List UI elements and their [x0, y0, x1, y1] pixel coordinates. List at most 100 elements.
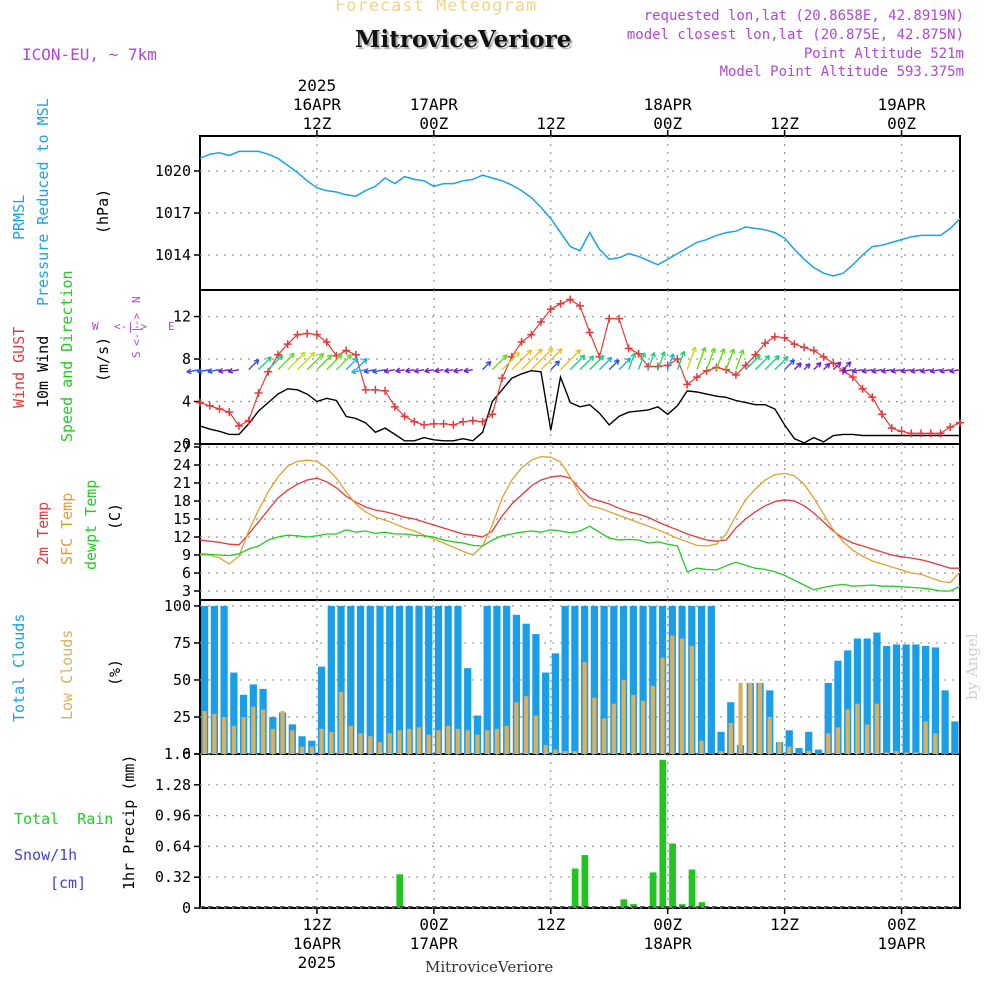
wind-arrow-head: [579, 354, 586, 361]
wind-direction-arrow: [316, 354, 333, 371]
wind-arrow-head: [630, 352, 637, 359]
wind-direction-arrow: [696, 347, 706, 370]
total-cloud-bar: [327, 605, 335, 754]
wind-direction-arrow: [501, 351, 520, 371]
prmsl-label: PRMSL: [10, 195, 28, 240]
wind-arrow-head: [502, 354, 508, 360]
temperature-ytick-label: 24: [173, 456, 191, 474]
low-cloud-bar: [485, 730, 490, 754]
wind-arrow-head: [383, 367, 390, 374]
wind-direction-arrow: [686, 346, 697, 370]
wind-direction-arrow: [891, 368, 902, 373]
wind-gust-marker: [498, 374, 507, 383]
wind-direction-arrow: [395, 368, 405, 372]
wind-arrow-head: [669, 353, 675, 359]
total-cloud-bar: [454, 605, 462, 754]
closest-coordinates: model closest lon,lat (20.875E, 42.875N): [626, 27, 964, 43]
total-cloud-bar: [629, 605, 637, 754]
wind-arrow-head: [434, 367, 440, 374]
precipitation-ytick-label: 1.28: [155, 776, 191, 794]
low-cloud-bar: [436, 730, 441, 754]
wind-gust-marker: [566, 295, 575, 304]
wind-arrow-head: [514, 351, 520, 358]
wind-gust-marker: [293, 330, 302, 339]
wind-arrow-head: [679, 350, 686, 357]
wind-gust-marker: [946, 423, 955, 432]
pressure-panel: [199, 150, 961, 277]
low-cloud-bar: [650, 685, 655, 754]
wind-direction-arrow: [569, 354, 586, 371]
total-cloud-bar: [892, 644, 901, 754]
time-label: 16APR: [293, 934, 342, 953]
wind-arrow-head: [351, 368, 357, 375]
low-cloud-bar: [904, 752, 909, 754]
wind-arrow-head: [880, 367, 887, 374]
time-label: 12Z: [536, 915, 565, 934]
low-cloud-bar: [728, 722, 733, 754]
wind-arrow-head: [871, 367, 877, 374]
temp-2m-line: [199, 475, 960, 569]
wind-speed-direction-label: Speed and Direction: [58, 270, 76, 442]
wind-gust-marker: [956, 418, 964, 427]
total-cloud-bar: [571, 605, 579, 754]
time-label: 17APR: [410, 934, 459, 953]
rain-bar: [620, 899, 628, 908]
total-cloud-bar: [503, 605, 511, 754]
low-cloud-bar: [260, 709, 266, 754]
rain-bar: [649, 872, 657, 908]
temperature-ytick-label: 21: [173, 474, 191, 492]
wind-arrow-head: [738, 349, 745, 355]
wind-gust-marker: [858, 384, 867, 393]
wind-arrow-head: [266, 356, 272, 362]
low-cloud-bar: [923, 721, 928, 754]
temperature-ytick-label: 6: [182, 564, 191, 582]
total-cloud-bar: [201, 605, 209, 754]
wind-direction-arrow: [715, 348, 725, 370]
wind-gust-marker: [517, 338, 526, 347]
time-label: 00Z: [887, 114, 916, 133]
total-cloud-bar: [561, 605, 569, 754]
wind-direction-arrow: [560, 349, 581, 371]
precipitation-panel: [200, 759, 960, 908]
wind-direction-arrow: [735, 349, 744, 370]
low-cloud-bar: [446, 725, 451, 754]
wind-direction-arrow: [764, 355, 780, 371]
wind-arrow-head: [783, 355, 789, 362]
low-cloud-bar: [640, 700, 646, 754]
time-label: 19APR: [877, 934, 926, 953]
wind-arrow-head: [691, 346, 697, 353]
wind-direction-arrow: [550, 360, 560, 371]
total-cloud-bar: [415, 605, 423, 754]
time-label: 12Z: [302, 114, 331, 133]
wind-arrow-head: [424, 367, 430, 374]
wind-ytick-label: 4: [182, 393, 191, 411]
wind-direction-arrow: [832, 361, 842, 371]
low-cloud-bar: [894, 751, 899, 754]
low-cloud-bar: [231, 725, 236, 754]
time-label: 12Z: [770, 915, 799, 934]
wind-direction-arrow: [207, 368, 220, 373]
wind-gust-marker: [751, 350, 760, 359]
low-cloud-bar: [377, 742, 383, 754]
time-label: 16APR: [293, 95, 342, 114]
total-cloud-bar: [610, 605, 618, 754]
temperature-ytick-label: 3: [182, 582, 191, 600]
wind-direction-arrow: [453, 368, 464, 373]
wind-gust-marker: [624, 344, 633, 353]
time-label: 2025: [298, 76, 337, 95]
wind-direction-arrow: [228, 368, 240, 373]
wind-arrow-head: [197, 368, 203, 375]
clouds-unit-label: (%): [106, 659, 124, 686]
rain-bar: [698, 902, 706, 908]
wind-direction-arrow: [608, 359, 620, 371]
total-cloud-bar: [639, 605, 647, 754]
wind-arrow-head: [554, 360, 561, 367]
wind-direction-arrow: [521, 348, 543, 371]
wind-direction-arrow: [540, 348, 563, 371]
wind-direction-arrow: [306, 352, 324, 371]
low-cloud-bar: [348, 725, 353, 754]
precipitation-ytick-label: 0.64: [155, 837, 191, 855]
low-cloud-bar: [416, 727, 422, 754]
pressure-ytick-label: 1020: [155, 162, 191, 180]
precipitation-ytick-label: 0: [182, 899, 191, 917]
